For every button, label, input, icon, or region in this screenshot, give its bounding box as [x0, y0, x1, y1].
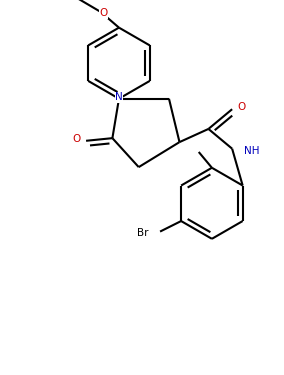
Text: O: O [73, 135, 81, 144]
Text: O: O [237, 102, 245, 112]
Text: N: N [115, 92, 123, 102]
Text: NH: NH [244, 146, 260, 156]
Text: O: O [99, 8, 107, 18]
Text: Br: Br [137, 228, 148, 238]
